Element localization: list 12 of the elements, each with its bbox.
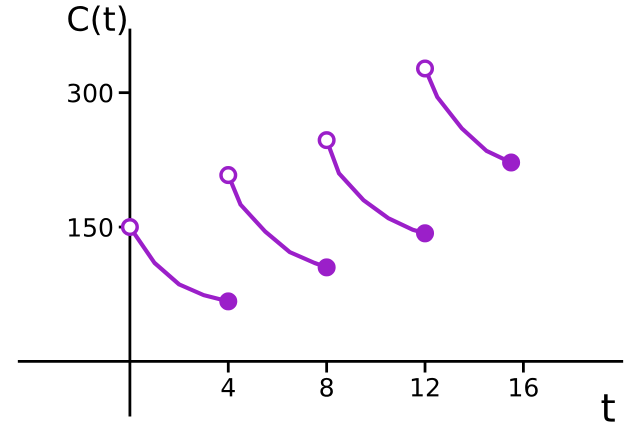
x-tick-label: 4 [222,378,235,396]
point [219,292,238,310]
point [502,154,520,172]
x-tick-label: 8 [320,378,333,397]
x-axis-title: t [602,394,615,422]
x-tick-label: 12 [412,378,438,396]
x-tick-label: 16 [510,378,538,397]
y-tick-label: 300 [68,84,112,103]
point [416,224,434,242]
y-axis-title: C(t) [68,5,126,36]
y-tick-label: 150 [68,218,112,237]
point [318,258,336,276]
